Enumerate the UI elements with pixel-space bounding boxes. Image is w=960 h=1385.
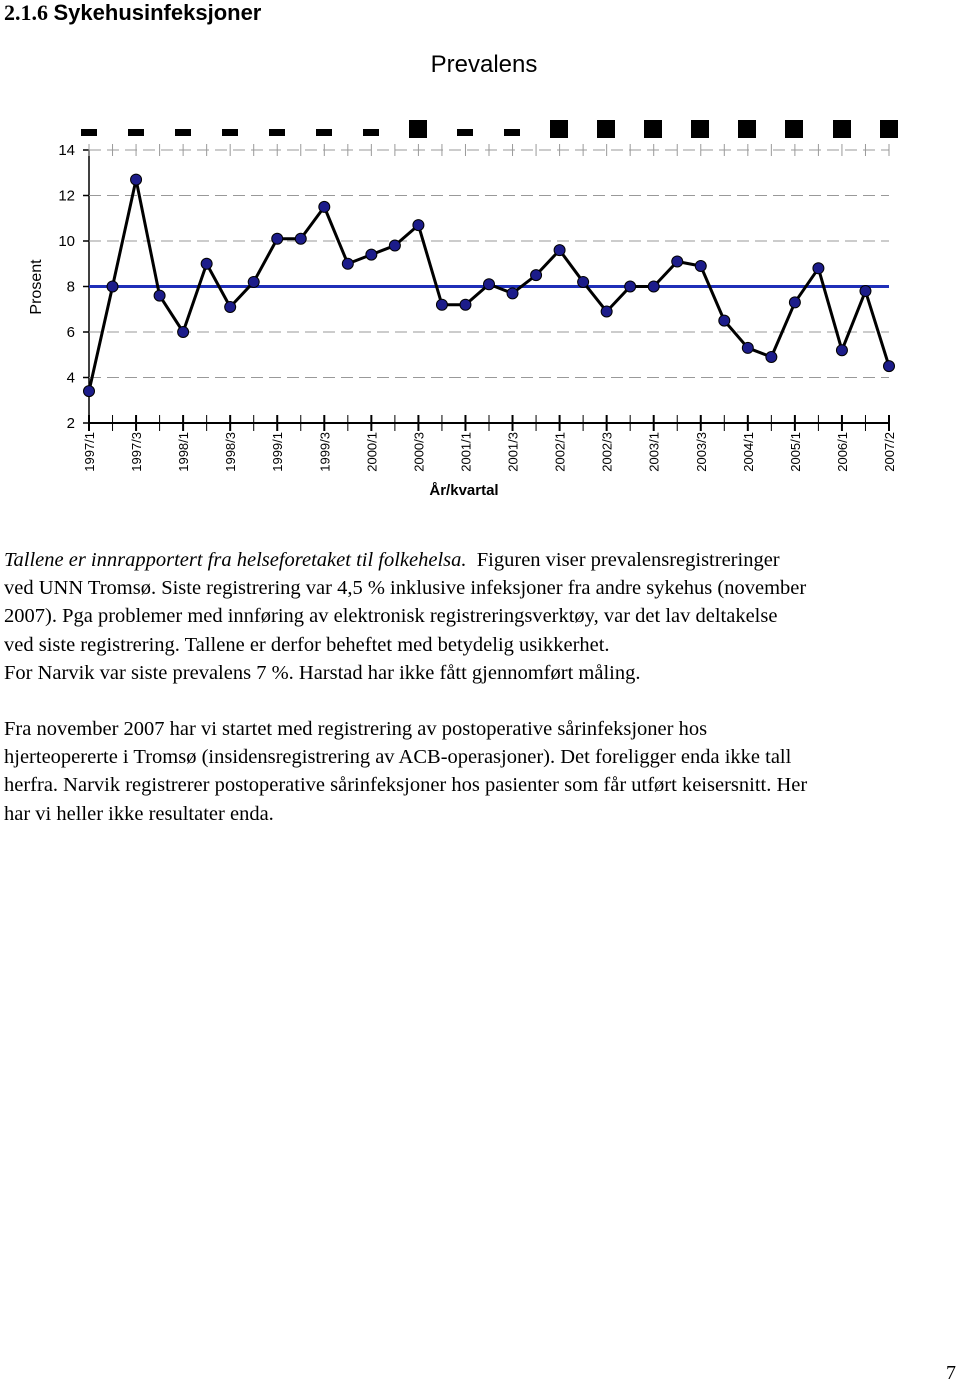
data-point xyxy=(553,244,566,257)
data-point xyxy=(883,360,895,373)
x-tick-label: 2003/1 xyxy=(647,432,662,472)
data-point xyxy=(106,280,119,293)
data-point xyxy=(506,287,519,300)
x-tick-label: 2006/1 xyxy=(835,432,850,472)
data-point xyxy=(600,305,613,318)
x-tick-label: 2002/1 xyxy=(553,432,568,472)
y-tick-label: 12 xyxy=(58,188,75,205)
y-tick-label: 14 xyxy=(58,142,75,159)
chart-title: Prevalens xyxy=(431,51,538,78)
y-tick-label: 2 xyxy=(67,415,75,432)
text-line: herfra. Narvik registrerer postoperative… xyxy=(4,774,808,797)
x-tick-label: 1997/1 xyxy=(82,432,97,472)
x-tick-label: 2002/3 xyxy=(600,432,615,472)
data-point xyxy=(718,314,731,327)
data-point xyxy=(694,260,707,273)
data-point xyxy=(294,232,307,245)
text-line: Fra november 2007 har vi startet med reg… xyxy=(4,718,708,740)
x-tick-label: 1998/3 xyxy=(223,432,238,472)
data-point xyxy=(483,278,495,291)
x-tick-label: 2000/3 xyxy=(411,432,426,472)
text-line: ved siste registrering. Tallene er derfo… xyxy=(4,633,610,656)
text-line: Figuren viser prevalensregistreringer xyxy=(476,549,780,571)
data-point xyxy=(130,173,143,186)
x-tick-label: 1998/1 xyxy=(176,432,191,472)
top-markers xyxy=(81,120,898,138)
chart: Prevalens Prosent År/kvartal 2 4 6 8 10 12 14 1… xyxy=(28,51,898,499)
data-point xyxy=(388,239,401,252)
data-point xyxy=(859,285,872,298)
x-tick-label: 2001/3 xyxy=(506,432,521,472)
data-point xyxy=(247,275,260,288)
paragraph: Tallene er innrapportert fra helseforeta… xyxy=(4,546,806,687)
x-tick-label: 2000/1 xyxy=(364,432,379,472)
data-point xyxy=(365,248,378,261)
x-tick-label: 2004/1 xyxy=(741,432,756,472)
text-line: ved UNN Tromsø. Siste registrering var 4… xyxy=(4,577,807,600)
text-line: For Narvik var siste prevalens 7 %. Hars… xyxy=(4,661,641,684)
data-point xyxy=(318,200,331,213)
x-tick-label: 2003/3 xyxy=(694,432,709,472)
text-line: har vi heller ikke resultater enda. xyxy=(4,802,274,825)
data-point xyxy=(459,298,472,311)
x-tick-label: 2007/2 xyxy=(882,432,897,472)
x-axis-label: År/kvartal xyxy=(429,482,498,499)
y-axis-label: Prosent xyxy=(28,259,45,315)
data-point xyxy=(835,344,848,357)
data-point xyxy=(741,341,754,354)
data-point xyxy=(435,298,448,311)
data-point xyxy=(647,280,660,293)
data-point xyxy=(224,300,237,313)
x-tick-label: 1999/3 xyxy=(317,432,332,472)
data-point xyxy=(765,351,778,364)
section-title: Sykehusinfeksjoner xyxy=(53,0,262,25)
page-number: 7 xyxy=(946,1362,956,1384)
data-point xyxy=(671,255,684,268)
x-tick-label: 1997/3 xyxy=(129,432,144,472)
source-note: Tallene er innrapportert fra helseforeta… xyxy=(4,549,467,571)
data-point xyxy=(412,219,425,232)
text-line: Tallene er innrapportert fra helseforeta… xyxy=(4,546,806,574)
y-tick-label: 6 xyxy=(67,324,75,341)
data-point xyxy=(812,262,825,275)
data-point xyxy=(200,257,213,270)
y-tick-label: 8 xyxy=(67,279,75,296)
data-point xyxy=(577,275,590,288)
y-tick-label: 10 xyxy=(58,233,75,250)
x-tick-label: 1999/1 xyxy=(270,432,285,472)
data-point xyxy=(788,296,801,309)
data-point xyxy=(177,326,190,338)
heading: 2.1.6 Sykehusinfeksjoner xyxy=(4,0,261,26)
text-line: 2007). Pga problemer med innføring av el… xyxy=(4,605,778,628)
x-tick-label: 2001/1 xyxy=(458,432,473,472)
section-number: 2.1.6 xyxy=(4,0,48,25)
data-point xyxy=(83,385,95,398)
paragraph: Fra november 2007 har vi startet med reg… xyxy=(4,715,807,828)
data-point xyxy=(624,280,637,293)
data-point xyxy=(341,257,354,270)
x-tick-label: 2005/1 xyxy=(788,432,803,472)
y-tick-label: 4 xyxy=(67,370,75,387)
data-point xyxy=(271,232,284,245)
text-line: hjerteopererte i Tromsø (insidensregistr… xyxy=(4,746,792,769)
data-point xyxy=(530,269,543,282)
data-point xyxy=(153,289,166,302)
